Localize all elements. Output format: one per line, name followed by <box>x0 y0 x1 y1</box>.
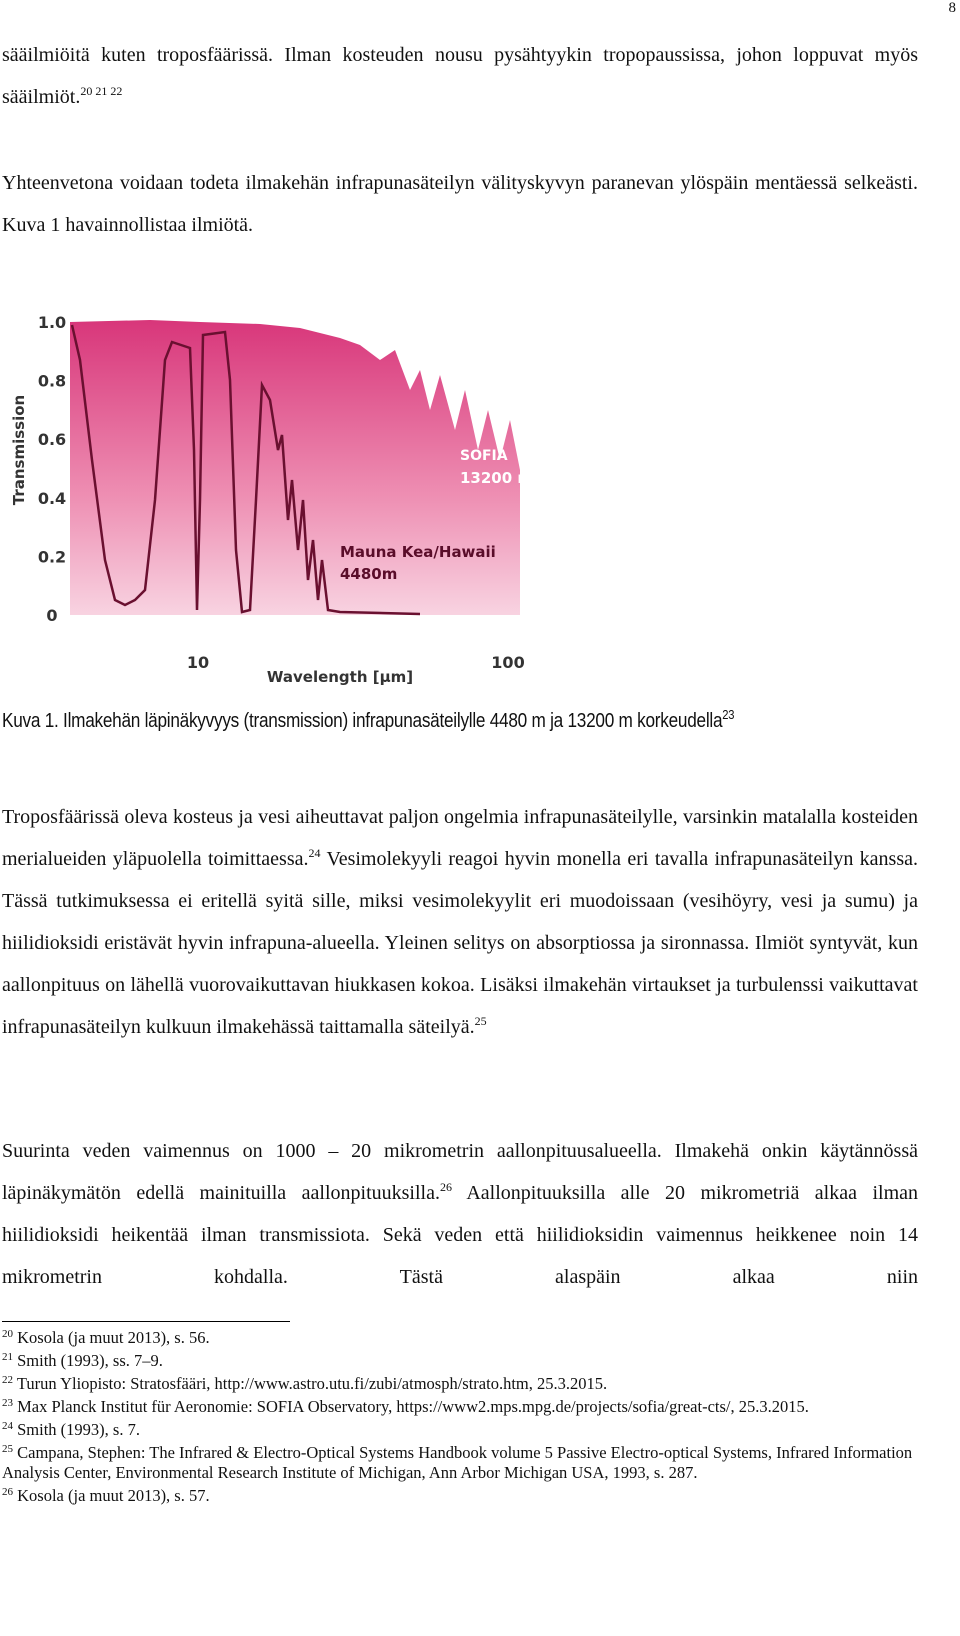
footnote: 22 Turun Yliopisto: Stratosfääri, http:/… <box>2 1374 918 1394</box>
page-number: 8 <box>948 0 957 16</box>
footnote: 23 Max Planck Institut für Aeronomie: SO… <box>2 1397 918 1417</box>
text-run: sääilmiöitä kuten troposfäärissä. Ilman … <box>2 44 918 108</box>
annotation: 4480m <box>340 565 397 583</box>
footnote-text: Turun Yliopisto: Stratosfääri, http://ww… <box>16 1374 608 1393</box>
footnote-number: 22 <box>2 1374 13 1386</box>
caption-text: Kuva 1. Ilmakehän läpinäkyvyys (transmis… <box>2 710 723 732</box>
footnote-text: Smith (1993), ss. 7–9. <box>17 1351 163 1370</box>
footnote-rule <box>2 1321 290 1322</box>
footnote: 20 Kosola (ja muut 2013), s. 56. <box>2 1328 918 1348</box>
annotation: Mauna Kea/Hawaii <box>340 543 496 561</box>
x-tick-label: 100 <box>491 653 524 672</box>
footnote-number: 20 <box>2 1328 13 1340</box>
footnote-text: Smith (1993), s. 7. <box>17 1420 140 1439</box>
superscript: 25 <box>474 1014 487 1028</box>
x-tick-label: 10 <box>187 653 209 672</box>
y-tick-label: 1.0 <box>38 313 66 332</box>
footnote-number: 26 <box>2 1486 13 1498</box>
caption: Kuva 1. Ilmakehän läpinäkyvyys (transmis… <box>2 707 735 733</box>
figure: Transmission 1.0 0.8 0.6 0.4 0.2 0 10 100 Wav… <box>10 313 530 686</box>
y-tick-label: 0.8 <box>38 372 66 391</box>
footnote-number: 25 <box>2 1443 13 1455</box>
footnotes: 20 Kosola (ja muut 2013), s. 56. 21 Smith… <box>2 1328 918 1509</box>
y-axis-label: Transmission <box>10 395 28 505</box>
footnote-number: 23 <box>2 1397 13 1409</box>
paragraph: Troposfäärissä oleva kosteus ja vesi aih… <box>2 796 918 1048</box>
paragraph: sääilmiöitä kuten troposfäärissä. Ilman … <box>2 34 918 118</box>
y-tick-label: 0 <box>46 606 57 625</box>
footnote-text: Kosola (ja muut 2013), s. 57. <box>17 1486 210 1505</box>
text-run: Troposfäärissä oleva kosteus ja vesi aih… <box>2 806 918 870</box>
footnote-text: Campana, Stephen: The Infrared & Electro… <box>2 1443 913 1482</box>
footnote: 21 Smith (1993), ss. 7–9. <box>2 1351 918 1371</box>
mauna-kea-curve <box>70 324 421 616</box>
footnote: 24 Smith (1993), s. 7. <box>2 1420 918 1440</box>
y-tick-label: 0.6 <box>38 430 66 449</box>
paragraph: Suurinta veden vaimennus on 1000 – 20 mi… <box>2 1130 918 1298</box>
footnote: 26 Kosola (ja muut 2013), s. 57. <box>2 1486 918 1506</box>
caption-ref: 23 <box>722 707 735 722</box>
x-axis-label: Wavelength [µm] <box>267 668 413 686</box>
footnote-text: Max Planck Institut für Aeronomie: SOFIA… <box>17 1397 809 1416</box>
text-run: Suurinta veden vaimennus on 1000 – 20 mi… <box>2 1140 918 1204</box>
y-tick-label: 0.2 <box>38 547 66 566</box>
text-run: Yhteenvetona voidaan todeta ilmakehän in… <box>2 172 918 236</box>
annotation: 13200 m <box>460 469 530 487</box>
sofia-area <box>70 320 520 615</box>
paragraph: Yhteenvetona voidaan todeta ilmakehän in… <box>2 162 918 246</box>
footnote-number: 21 <box>2 1351 13 1363</box>
footnote-number: 24 <box>2 1420 13 1432</box>
superscript: 24 <box>308 846 321 860</box>
text-run: Aallonpituuksilla alle 20 mikrometriä al… <box>2 1182 919 1288</box>
superscript: 20 21 22 <box>80 84 123 98</box>
y-tick-label: 0.4 <box>38 489 66 508</box>
footnote: 25 Campana, Stephen: The Infrared & Elec… <box>2 1443 918 1483</box>
superscript: 26 <box>439 1180 452 1194</box>
footnote-text: Kosola (ja muut 2013), s. 56. <box>17 1328 210 1347</box>
text-run: Vesimolekyyli reagoi hyvin monella eri t… <box>2 848 918 1038</box>
annotation: SOFIA <box>460 448 508 464</box>
